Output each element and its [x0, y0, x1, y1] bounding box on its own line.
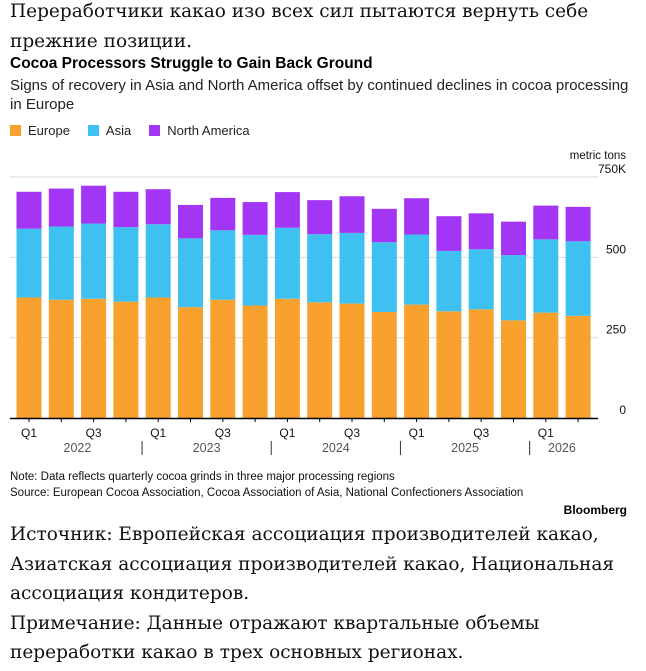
x-tick-label: Q1: [150, 426, 166, 440]
year-label: 2023: [193, 441, 221, 455]
x-tick-label: Q3: [215, 426, 231, 440]
bar-asia: [48, 226, 74, 300]
bar-north-america: [404, 198, 430, 235]
bar-europe: [565, 315, 591, 418]
x-tick-label: Q3: [473, 426, 489, 440]
bar-europe: [81, 298, 107, 418]
bar-north-america: [81, 185, 107, 224]
bar-europe: [16, 297, 42, 418]
bar-europe: [274, 298, 300, 418]
legend-swatch-europe: [10, 125, 21, 136]
y-tick-label: 750K: [598, 162, 626, 176]
bar-north-america: [307, 200, 333, 235]
bar-europe: [178, 307, 203, 418]
bar-north-america: [113, 191, 139, 228]
bar-europe: [501, 320, 526, 418]
bar-north-america: [371, 208, 397, 243]
bar-europe: [145, 297, 171, 418]
chart-note: Note: Data reflects quarterly cocoa grin…: [10, 471, 395, 483]
bar-asia: [468, 249, 494, 310]
bar-europe: [307, 302, 333, 418]
chart-title: Cocoa Processors Struggle to Gain Back G…: [10, 55, 373, 72]
outro-text: Источник: Европейская ассоциация произво…: [10, 520, 636, 668]
bar-asia: [113, 227, 139, 302]
bar-europe: [339, 303, 365, 418]
year-label: 2025: [451, 441, 479, 455]
bar-north-america: [533, 205, 559, 240]
bar-north-america: [468, 213, 494, 250]
bar-north-america: [16, 191, 42, 229]
bar-north-america: [436, 216, 462, 251]
bar-europe: [436, 311, 462, 418]
bar-europe: [113, 301, 139, 418]
stacked-bar-chart: metric tons 0 250 500 750K Q1 Q3 Q1 Q3 Q1 Q3 Q1 Q3 Q1…: [10, 150, 626, 455]
x-tick-label: Q1: [279, 426, 295, 440]
bar-asia: [81, 223, 107, 299]
legend-swatch-asia: [87, 125, 99, 136]
legend-item-asia: Asia: [87, 123, 132, 138]
bar-north-america: [145, 189, 171, 225]
legend-item-europe: Europe: [10, 123, 70, 138]
bar-asia: [178, 238, 203, 308]
year-label: 2024: [322, 441, 350, 455]
bar-europe: [468, 309, 494, 418]
bar-europe: [210, 299, 236, 418]
bar-asia: [145, 224, 171, 298]
bar-north-america: [339, 196, 365, 233]
bar-asia: [404, 234, 430, 305]
bar-north-america: [501, 221, 526, 256]
bar-europe: [48, 299, 74, 418]
bar-asia: [16, 228, 42, 298]
x-tick-label: Q3: [344, 426, 360, 440]
intro-text: Переработчики какао изо всех сил пытаютс…: [10, 1, 589, 52]
x-tick-label: Q3: [86, 426, 102, 440]
bar-asia: [242, 234, 268, 306]
y-tick-label: 250: [606, 323, 626, 337]
chart-subtitle: Signs of recovery in Asia and North Amer…: [10, 77, 629, 113]
brand-logo: Bloomberg: [563, 503, 627, 517]
y-tick-label: 500: [606, 242, 626, 256]
legend-label-north-america: North America: [167, 123, 250, 138]
bar-asia: [307, 234, 333, 303]
x-tick-label: Q1: [538, 426, 554, 440]
bar-europe: [404, 304, 430, 418]
bar-north-america: [242, 202, 268, 235]
bar-europe: [242, 305, 268, 418]
outro-source: Источник: Европейская ассоциация произво…: [10, 524, 615, 604]
chart-source: Source: European Cocoa Association, Coco…: [10, 487, 524, 499]
bar-asia: [533, 239, 559, 313]
bar-europe: [371, 311, 397, 418]
year-label: 2026: [548, 441, 576, 455]
x-tick-label: Q1: [21, 426, 37, 440]
legend-swatch-north-america: [149, 125, 161, 136]
bar-north-america: [48, 188, 74, 227]
bar-asia: [436, 250, 462, 312]
bar-north-america: [565, 206, 591, 242]
bar-asia: [565, 241, 591, 316]
bar-asia: [210, 230, 236, 300]
outro-note: Примечание: Данные отражают квартальные …: [10, 612, 540, 664]
chart-legend: Europe Asia North America: [10, 123, 250, 138]
bar-asia: [501, 255, 526, 321]
x-tick-label: Q1: [409, 426, 425, 440]
year-label: 2022: [64, 441, 92, 455]
bar-north-america: [274, 192, 300, 228]
legend-label-europe: Europe: [28, 123, 70, 138]
bar-north-america: [210, 197, 236, 231]
bar-asia: [371, 242, 397, 312]
legend-label-asia: Asia: [105, 123, 132, 138]
bar-asia: [339, 232, 365, 304]
y-axis-unit-label: metric tons: [570, 150, 626, 162]
y-tick-label: 0: [619, 403, 626, 417]
bar-asia: [274, 227, 300, 299]
bar-north-america: [178, 204, 203, 239]
bar-europe: [533, 312, 559, 418]
legend-item-north-america: North America: [149, 123, 250, 138]
